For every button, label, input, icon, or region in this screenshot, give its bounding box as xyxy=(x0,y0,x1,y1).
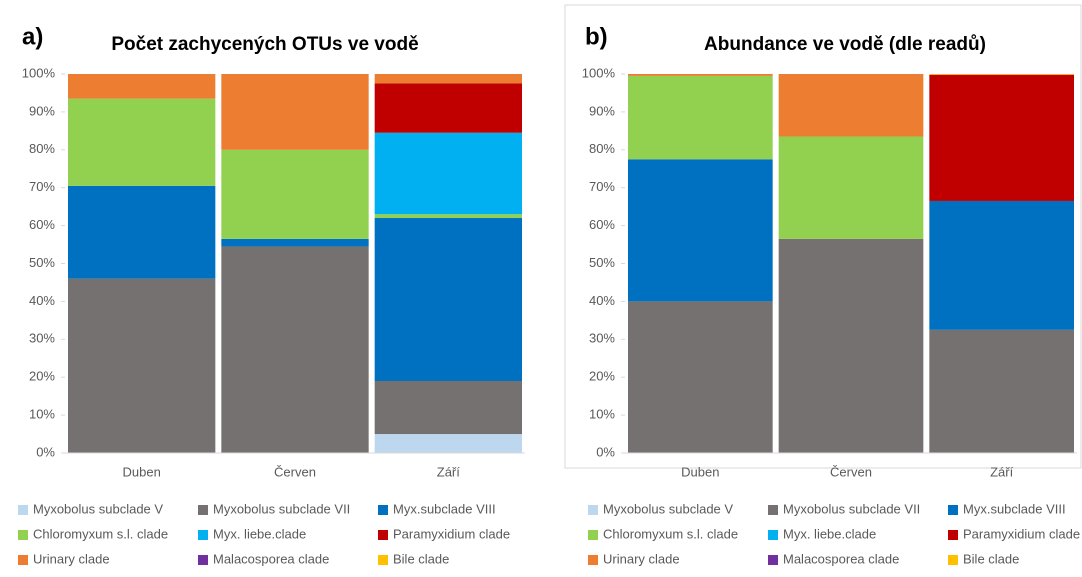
y-tick-label: 30% xyxy=(589,331,615,346)
bar-segment xyxy=(68,185,216,279)
y-tick-label: 100% xyxy=(582,65,616,80)
chart-title: Počet zachycených OTUs ve vodě xyxy=(111,34,418,55)
legend-swatch xyxy=(948,505,958,515)
legend-swatch xyxy=(198,555,208,565)
y-tick-label: 90% xyxy=(589,103,615,118)
legend-label: Myx. liebe.clade xyxy=(213,526,306,541)
panel-label: b) xyxy=(585,23,608,50)
y-tick-label: 0% xyxy=(36,444,55,459)
y-tick-label: 100% xyxy=(22,65,56,80)
legend-label: Bile clade xyxy=(393,551,449,566)
bar-segment xyxy=(929,329,1074,453)
legend-swatch xyxy=(948,555,958,565)
legend-label: Myx.subclade VIII xyxy=(393,501,496,516)
bar-segment xyxy=(68,74,216,99)
legend-label: Myx. liebe.clade xyxy=(783,526,876,541)
bar-segment xyxy=(374,83,522,133)
legend-label: Urinary clade xyxy=(603,551,680,566)
bar-segment xyxy=(778,136,924,239)
bar-segment xyxy=(374,218,522,381)
legend-label: Myxobolus subclade V xyxy=(33,501,163,516)
y-tick-label: 0% xyxy=(596,444,615,459)
legend-swatch xyxy=(948,530,958,540)
y-tick-label: 80% xyxy=(29,141,55,156)
x-tick-label: Červen xyxy=(830,464,872,479)
x-tick-label: Duben xyxy=(123,464,161,479)
y-tick-label: 40% xyxy=(589,293,615,308)
bar-segment xyxy=(68,98,216,186)
bar-segment xyxy=(929,74,1074,75)
y-tick-label: 80% xyxy=(589,141,615,156)
chart-title: Abundance ve vodě (dle readů) xyxy=(704,34,986,55)
legend-swatch xyxy=(18,505,28,515)
panel-border xyxy=(564,4,1082,469)
legend-label: Malacosporea clade xyxy=(783,551,899,566)
legend-swatch xyxy=(768,555,778,565)
legend-label: Paramyxidium clade xyxy=(963,526,1080,541)
bar-segment xyxy=(929,74,1074,201)
legend-swatch xyxy=(588,530,598,540)
bar-segment xyxy=(374,434,522,453)
y-tick-label: 10% xyxy=(29,407,55,422)
bar-segment xyxy=(929,200,1074,330)
bar-segment xyxy=(374,74,522,84)
bar-segment xyxy=(221,246,369,453)
bar-segment xyxy=(374,214,522,219)
legend-swatch xyxy=(198,505,208,515)
bar-segment xyxy=(778,238,924,453)
legend-label: Bile clade xyxy=(963,551,1019,566)
x-tick-label: Duben xyxy=(681,464,719,479)
y-tick-label: 40% xyxy=(29,293,55,308)
x-tick-label: Červen xyxy=(274,464,316,479)
bar-segment xyxy=(778,74,924,137)
bar-segment xyxy=(68,278,216,453)
legend-swatch xyxy=(378,505,388,515)
legend-swatch xyxy=(198,530,208,540)
legend-label: Myxobolus subclade VII xyxy=(783,501,920,516)
bar-segment xyxy=(221,74,369,150)
legend-label: Malacosporea clade xyxy=(213,551,329,566)
legend-swatch xyxy=(768,505,778,515)
bar-segment xyxy=(374,132,522,215)
y-tick-label: 60% xyxy=(589,217,615,232)
panel-label: a) xyxy=(22,23,43,50)
legend-label: Paramyxidium clade xyxy=(393,526,510,541)
legend-label: Urinary clade xyxy=(33,551,110,566)
legend-swatch xyxy=(18,530,28,540)
bar-segment xyxy=(374,380,522,435)
legend-label: Myxobolus subclade VII xyxy=(213,501,350,516)
legend-label: Chloromyxum s.l. clade xyxy=(603,526,738,541)
y-tick-label: 10% xyxy=(589,407,615,422)
legend-swatch xyxy=(378,555,388,565)
bar-segment xyxy=(628,301,773,453)
bar-segment xyxy=(221,149,369,239)
y-tick-label: 70% xyxy=(29,179,55,194)
legend-label: Myx.subclade VIII xyxy=(963,501,1066,516)
y-tick-label: 70% xyxy=(589,179,615,194)
y-tick-label: 50% xyxy=(29,255,55,270)
legend-swatch xyxy=(588,555,598,565)
bar-segment xyxy=(221,238,369,247)
y-tick-label: 20% xyxy=(29,369,55,384)
bar-segment xyxy=(628,159,773,302)
legend-label: Chloromyxum s.l. clade xyxy=(33,526,168,541)
y-tick-label: 20% xyxy=(589,369,615,384)
y-tick-label: 60% xyxy=(29,217,55,232)
legend-swatch xyxy=(18,555,28,565)
bar-segment xyxy=(628,74,773,76)
legend-swatch xyxy=(378,530,388,540)
legend-swatch xyxy=(588,505,598,515)
legend-label: Myxobolus subclade V xyxy=(603,501,733,516)
y-tick-label: 50% xyxy=(589,255,615,270)
x-tick-label: Září xyxy=(437,464,461,479)
legend-swatch xyxy=(768,530,778,540)
y-tick-label: 90% xyxy=(29,103,55,118)
x-tick-label: Září xyxy=(990,464,1014,479)
bar-segment xyxy=(628,75,773,160)
y-tick-label: 30% xyxy=(29,331,55,346)
